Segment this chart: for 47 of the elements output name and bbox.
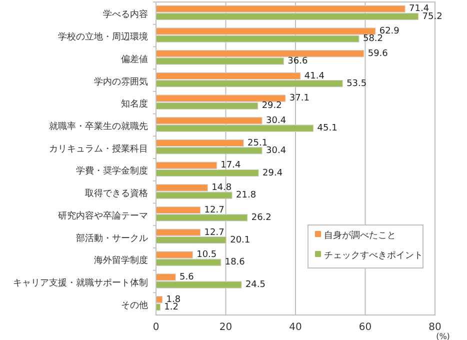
data-label: 45.1 — [317, 124, 338, 134]
legend-label: チェックすべきポイント — [324, 251, 423, 261]
data-label: 12.7 — [204, 205, 224, 216]
data-label: 30.4 — [266, 116, 286, 126]
data-label: 20.1 — [230, 235, 250, 246]
x-axis-title: (%) — [436, 332, 450, 340]
y-tick-label: 研究内容や卒論テーマ — [58, 210, 148, 222]
y-tick-label: 知名度 — [121, 98, 148, 110]
data-label: 10.5 — [196, 250, 217, 260]
data-label: 14.8 — [212, 183, 232, 194]
y-tick-label: 海外留学制度 — [94, 255, 148, 266]
data-label: 1.2 — [164, 302, 179, 312]
data-label: 17.4 — [220, 160, 241, 171]
data-label: 25.1 — [248, 138, 268, 148]
data-label: 12.7 — [204, 228, 224, 238]
y-tick-label: その他 — [121, 300, 148, 311]
data-label: 75.2 — [422, 12, 442, 22]
data-label: 29.4 — [262, 168, 283, 178]
data-label: 18.6 — [224, 258, 246, 268]
data-label: 53.5 — [346, 78, 367, 89]
y-tick-label: 取得できる資格 — [85, 188, 148, 200]
data-label: 26.2 — [251, 212, 272, 223]
y-tick-label: 学費・奨学金制度 — [76, 166, 148, 177]
y-tick-label: 学べる内容 — [103, 9, 148, 20]
data-label: 24.5 — [245, 280, 266, 290]
y-tick-label: 偏差値 — [121, 54, 148, 65]
data-label: 5.6 — [180, 272, 194, 282]
y-tick-label: 就職率・卒業生の就職先 — [49, 120, 148, 132]
y-tick-label: 学校の立地・周辺環境 — [58, 32, 148, 43]
y-tick-label: 部活動・サークル — [76, 232, 148, 244]
x-tick-label: 40 — [289, 322, 302, 333]
x-tick-label: 20 — [219, 322, 232, 333]
y-tick-label: 学内の雰囲気 — [94, 76, 148, 88]
data-label: 37.1 — [289, 94, 310, 104]
data-label: 29.2 — [262, 101, 282, 112]
data-label: 41.4 — [304, 71, 325, 82]
y-tick-label: カリキュラム・授業科目 — [49, 143, 148, 154]
data-label: 36.6 — [288, 56, 308, 66]
x-tick-label: 80 — [428, 322, 442, 333]
data-label: 58.2 — [362, 34, 384, 44]
data-label: 21.8 — [236, 190, 256, 201]
y-tick-label: キャリア支援・就職サポート体制 — [13, 277, 148, 288]
x-tick-label: 60 — [358, 322, 372, 333]
legend-label: 自身が調べたこと — [324, 230, 396, 241]
x-tick-label: 0 — [152, 322, 160, 333]
data-label: 59.6 — [368, 48, 388, 59]
data-label: 30.4 — [266, 146, 286, 156]
